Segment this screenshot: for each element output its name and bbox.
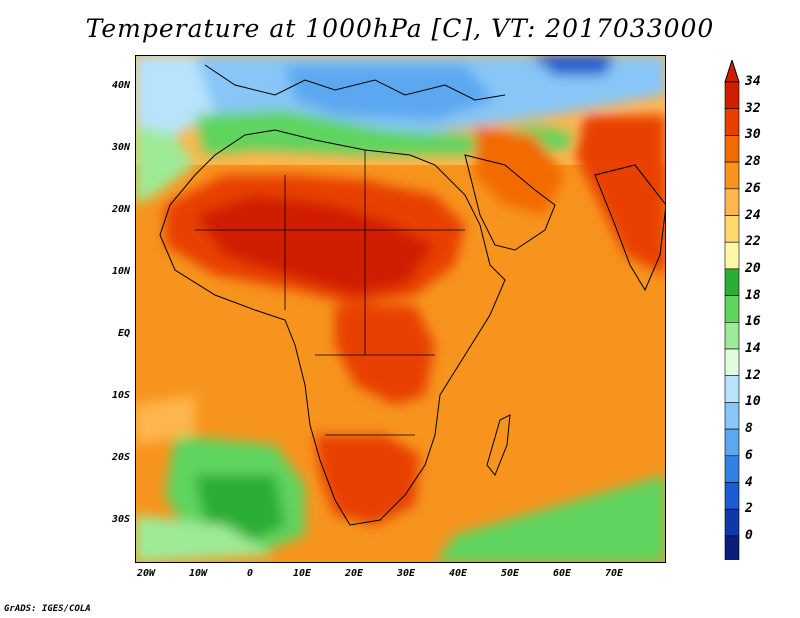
lon-label: 0 [246,568,254,579]
grads-credit: GrADS: IGES/COLA [4,604,91,614]
lon-label: 20W [136,568,156,579]
lat-label: 30N [111,142,130,153]
lat-label: 20N [111,204,130,215]
map-frame [135,55,666,563]
lat-label: EQ [117,328,130,339]
colorbar-label: 8 [745,421,753,437]
colorbar-label: 14 [745,341,761,356]
colorbar-label: 32 [745,100,761,116]
colorbar-label: 4 [745,474,753,490]
colorbar-label: 26 [745,180,761,196]
colorbar-label: 34 [745,74,761,89]
colorbar-label: 18 [745,287,761,303]
colorbar-label: 12 [745,367,761,383]
lon-label: 30E [396,568,416,579]
lon-label: 10W [188,568,208,579]
lat-label: 30S [111,514,130,525]
lon-label: 60E [552,568,572,579]
lon-label: 50E [500,568,520,579]
colorbar-segment [724,295,740,323]
colorbar-segment [724,108,740,136]
temperature-map [135,55,666,563]
colorbar-label: 30 [745,127,761,143]
colorbar [724,60,740,560]
colorbar-label: 22 [745,234,761,250]
colorbar-segment [724,215,740,243]
colorbar-segment [724,321,740,350]
colorbar-segment [724,535,740,560]
colorbar-segment [724,482,740,510]
lat-label: 40N [111,80,130,91]
lat-label: 20S [111,452,130,463]
colorbar-segment [724,188,740,216]
colorbar-label: 6 [745,447,753,463]
colorbar-segment [724,348,740,377]
colorbar-label: 0 [745,527,753,543]
colorbar-label: 16 [745,314,761,330]
colorbar-label: 28 [745,154,761,170]
lon-label: 40E [448,568,468,579]
colorbar-label: 20 [745,260,761,276]
colorbar-segment [724,135,740,163]
colorbar-label: 2 [745,501,753,517]
map-title: Temperature at 1000hPa [C], VT: 20170330… [85,14,715,43]
africa-coastline [159,129,506,526]
lat-label: 10N [111,266,130,277]
lon-label: 70E [604,568,624,579]
colorbar-segment [724,428,740,457]
colorbar-label: 24 [745,207,761,223]
lat-label: 10S [111,390,130,401]
colorbar-label: 10 [745,394,761,410]
colorbar-segment [724,81,740,110]
colorbar-segment [724,241,740,270]
colorbar-segment [724,402,740,430]
lon-label: 10E [292,568,312,579]
colorbar-segment [724,375,740,403]
colorbar-over-arrow [724,60,740,83]
lon-label: 20E [344,568,364,579]
colorbar-segment [724,161,740,190]
colorbar-segment [724,268,740,296]
colorbar-segment [724,455,740,483]
colorbar-segment [724,508,740,537]
